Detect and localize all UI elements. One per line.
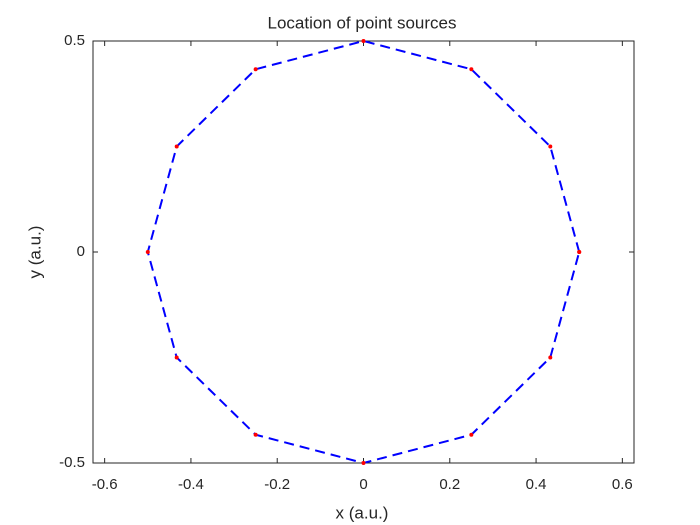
x-tick-label: 0	[359, 476, 367, 493]
y-axis-label: y (a.u.)	[25, 226, 44, 279]
x-axis-label: x (a.u.)	[336, 503, 389, 522]
x-tick-label: -0.2	[264, 476, 290, 493]
x-tick-label: 0.4	[526, 476, 547, 493]
point-marker	[253, 432, 258, 437]
x-tick-label: 0.2	[439, 476, 460, 493]
point-marker	[174, 144, 179, 149]
chart-title: Location of point sources	[267, 13, 456, 32]
y-tick-label: 0.5	[64, 32, 85, 49]
x-tick-label: 0.6	[612, 476, 633, 493]
point-marker	[174, 355, 179, 360]
y-tick-label: -0.5	[59, 454, 85, 471]
point-marker	[577, 250, 582, 254]
point-marker	[548, 355, 553, 360]
x-tick-label: -0.4	[178, 476, 204, 493]
point-marker	[253, 67, 258, 72]
x-tick-label: -0.6	[92, 476, 118, 493]
point-marker	[469, 432, 474, 437]
y-tick-label: 0	[77, 243, 85, 260]
point-marker	[361, 39, 366, 43]
point-marker	[361, 461, 366, 465]
point-marker	[548, 144, 553, 149]
point-marker	[469, 67, 474, 72]
point-marker	[145, 250, 150, 254]
